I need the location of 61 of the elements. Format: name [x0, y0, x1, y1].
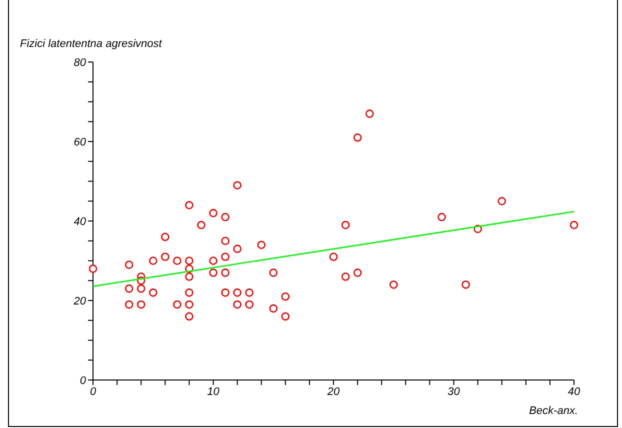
x-tick-label: 40 [568, 386, 581, 398]
point [269, 268, 278, 277]
point [233, 288, 242, 297]
point [389, 280, 398, 289]
point [233, 244, 242, 253]
point [498, 196, 506, 206]
point [173, 256, 182, 265]
point [257, 240, 266, 249]
point [233, 300, 242, 309]
point [245, 300, 254, 309]
point [124, 260, 134, 269]
y-axis-title: Fizici latententna agresivnost [20, 38, 162, 50]
point [173, 300, 182, 309]
point [221, 252, 230, 261]
point [341, 220, 350, 230]
x-tick-label: 10 [207, 386, 220, 398]
point [185, 312, 194, 321]
point [185, 272, 194, 281]
point [148, 288, 158, 297]
point [148, 256, 158, 265]
point [353, 268, 362, 277]
point [136, 284, 146, 293]
point [185, 200, 194, 210]
point [185, 256, 194, 265]
point [365, 110, 374, 118]
point [197, 220, 206, 230]
x-tick-label: 0 [90, 386, 97, 398]
point [185, 300, 194, 309]
point [245, 288, 254, 297]
point [124, 300, 134, 309]
point [136, 300, 146, 309]
point [341, 272, 350, 281]
point [221, 236, 230, 246]
point [209, 208, 218, 218]
point [161, 232, 170, 242]
point [438, 212, 446, 222]
y-tick-label: 60 [74, 136, 87, 148]
point [462, 280, 470, 289]
point [124, 284, 134, 293]
point [221, 268, 230, 277]
point [209, 268, 218, 277]
point [353, 133, 362, 142]
point [269, 304, 278, 313]
point [161, 252, 170, 261]
point [88, 264, 98, 273]
x-axis-title: Beck-anx. [529, 405, 578, 417]
point [221, 212, 230, 222]
x-tick-label: 30 [448, 386, 461, 398]
point [281, 312, 290, 321]
point [281, 292, 290, 301]
point [209, 256, 218, 265]
point [185, 288, 194, 297]
point [570, 220, 578, 230]
y-tick-label: 40 [74, 216, 87, 228]
y-tick-label: 0 [80, 374, 87, 387]
y-tick-label: 80 [74, 56, 87, 69]
point [329, 252, 338, 261]
x-tick-label: 20 [326, 386, 340, 398]
point [233, 181, 242, 190]
point [221, 288, 230, 297]
y-tick-label: 20 [72, 295, 87, 308]
